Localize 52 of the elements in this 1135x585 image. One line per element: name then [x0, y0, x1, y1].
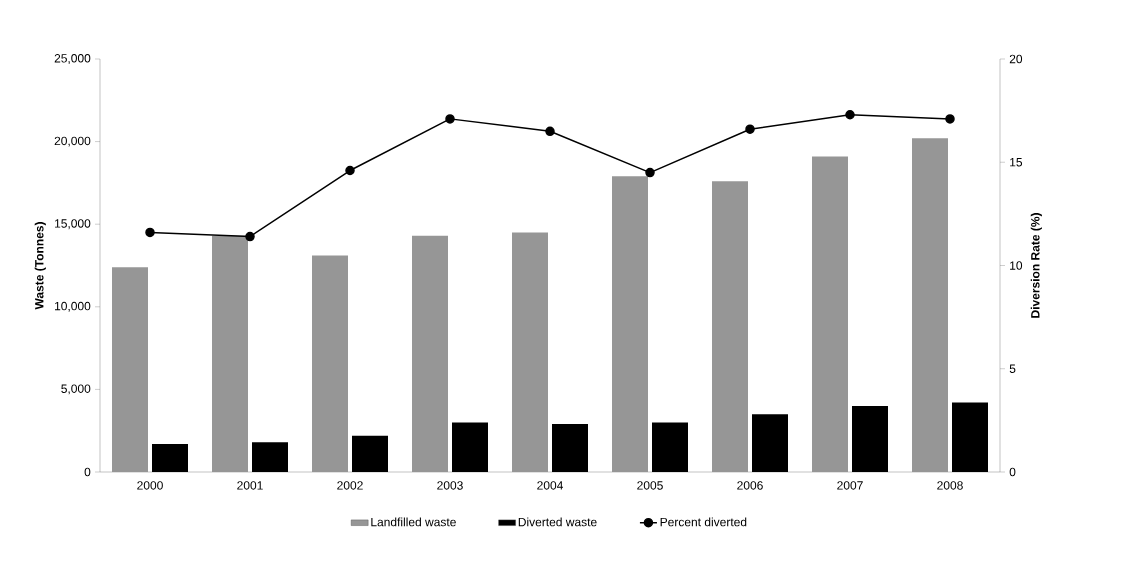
y-tick-label: 15,000	[55, 219, 91, 230]
legend-label: Landfilled waste	[371, 517, 456, 527]
x-tick-label: 2008	[937, 481, 963, 490]
bar	[152, 443, 188, 472]
bar	[412, 235, 448, 472]
x-tick-label: 2006	[737, 481, 763, 490]
bar	[652, 422, 688, 472]
legend-label: Percent diverted	[660, 517, 747, 527]
y-tick-label: 5,000	[61, 384, 91, 395]
legend-label: Diverted waste	[518, 517, 597, 527]
point	[545, 126, 555, 137]
bar	[912, 138, 948, 472]
y2-tick-label: 15	[1010, 158, 1023, 167]
bar	[812, 156, 848, 472]
y-tick-label: 20,000	[54, 136, 91, 147]
bar	[212, 235, 248, 472]
x-tick-label: 2002	[337, 481, 363, 490]
bar	[952, 402, 988, 472]
x-tick-label: 2005	[637, 481, 663, 490]
x-tick-label: 2003	[437, 481, 463, 490]
bar	[352, 435, 388, 472]
y2-tick-label: 20	[1009, 54, 1023, 64]
x-tick-label: 2001	[237, 481, 263, 490]
y2-tick-label: 5	[1009, 364, 1016, 373]
point	[445, 114, 455, 124]
y-tick-label: 25,000	[54, 54, 91, 64]
bar	[112, 267, 148, 472]
y2-tick-label: 0	[1009, 467, 1016, 477]
bar	[712, 181, 748, 472]
y-axis-title: Waste (Tonnes)	[34, 222, 46, 310]
y-tick-label: 10,000	[55, 301, 91, 312]
bar	[552, 424, 588, 472]
point	[145, 227, 155, 238]
bar	[852, 405, 888, 472]
bar	[452, 422, 488, 472]
point	[945, 114, 955, 124]
bar	[252, 442, 288, 472]
bar	[752, 414, 788, 472]
y2-axis-title: Diversion Rate (%)	[1030, 213, 1042, 318]
point	[845, 110, 855, 120]
point	[745, 124, 755, 134]
x-tick-label: 2000	[137, 481, 163, 490]
x-tick-label: 2004	[537, 481, 563, 490]
bar	[512, 232, 548, 472]
point	[245, 231, 255, 242]
y-tick-label: 0	[84, 467, 91, 477]
bar	[612, 176, 648, 472]
point	[645, 167, 655, 178]
x-tick-label: 2007	[837, 481, 863, 490]
point	[345, 165, 355, 176]
y2-tick-label: 10	[1010, 261, 1023, 270]
bar	[312, 255, 348, 472]
